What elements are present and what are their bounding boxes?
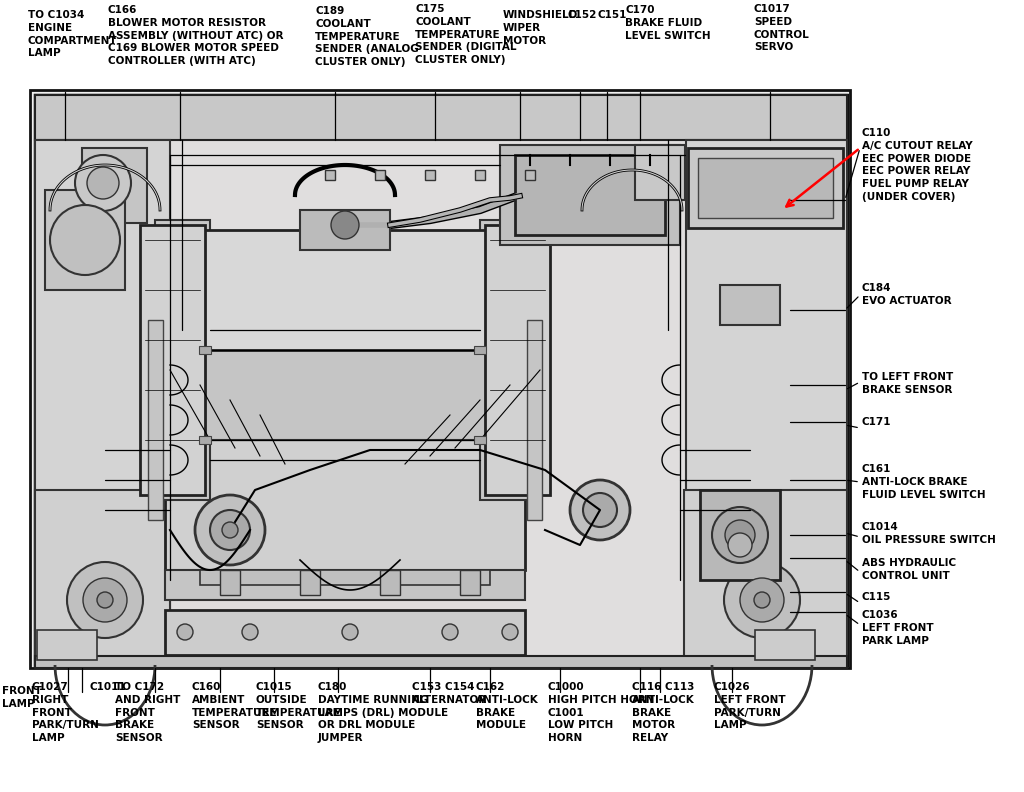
Bar [37,630,97,660]
Text: C184
EVO ACTUATOR: C184 EVO ACTUATOR [862,283,951,306]
Circle shape [83,578,127,622]
Bar [527,320,542,520]
Bar [380,570,400,595]
Bar [525,170,535,180]
Bar [474,436,486,444]
Circle shape [442,624,458,640]
Bar [720,285,780,325]
Circle shape [50,205,120,275]
Circle shape [754,592,770,608]
Bar [755,630,815,660]
Bar [35,95,847,665]
Circle shape [97,592,113,608]
Bar [35,656,847,668]
Text: C170
BRAKE FLUID
LEVEL SWITCH: C170 BRAKE FLUID LEVEL SWITCH [625,5,711,40]
Circle shape [728,533,752,557]
Text: C116 C113
ANTI-LOCK
BRAKE
MOTOR
RELAY: C116 C113 ANTI-LOCK BRAKE MOTOR RELAY [632,682,694,743]
Bar [515,155,665,235]
Bar [425,170,435,180]
Bar [474,346,486,354]
Bar [375,170,385,180]
Text: WINDSHIELD
WIPER
MOTOR: WINDSHIELD WIPER MOTOR [503,10,579,46]
Bar [140,225,205,495]
Circle shape [177,624,193,640]
Text: C1036
LEFT FRONT
PARK LAMP: C1036 LEFT FRONT PARK LAMP [862,610,934,645]
Text: C161
ANTI-LOCK BRAKE
FLUID LEVEL SWITCH: C161 ANTI-LOCK BRAKE FLUID LEVEL SWITCH [862,464,986,500]
Bar [199,436,211,444]
Bar [185,340,505,440]
Bar [325,170,335,180]
Text: C153 C154
ALTERNATOR: C153 C154 ALTERNATOR [412,682,487,705]
Text: C115: C115 [862,592,891,602]
Bar [155,220,210,500]
Bar [698,158,833,218]
Bar [148,320,163,520]
Circle shape [583,493,617,527]
Text: C1015
OUTSIDE
TEMPERATURE
SENSOR: C1015 OUTSIDE TEMPERATURE SENSOR [256,682,342,730]
Text: ABS HYDRAULIC
CONTROL UNIT: ABS HYDRAULIC CONTROL UNIT [862,558,956,581]
Bar [300,210,390,250]
Circle shape [331,211,359,239]
Bar [35,95,847,140]
Circle shape [740,578,784,622]
Bar [635,145,685,200]
Bar [30,90,850,668]
Text: C166
BLOWER MOTOR RESISTOR
ASSEMBLY (WITHOUT ATC) OR
C169 BLOWER MOTOR SPEED
CON: C166 BLOWER MOTOR RESISTOR ASSEMBLY (WIT… [108,5,284,67]
Circle shape [342,624,358,640]
Circle shape [210,510,250,550]
Bar [300,570,319,595]
Bar [200,230,490,350]
Bar [684,490,847,660]
Text: C162
ANTI-LOCK
BRAKE
MODULE: C162 ANTI-LOCK BRAKE MODULE [476,682,539,730]
Circle shape [242,624,258,640]
Text: C1017
SPEED
CONTROL
SERVO: C1017 SPEED CONTROL SERVO [754,4,810,52]
Bar [35,140,170,630]
Text: C1000
HIGH PITCH HORN
C1001
LOW PITCH
HORN: C1000 HIGH PITCH HORN C1001 LOW PITCH HO… [548,682,654,743]
Text: C1011: C1011 [90,682,127,692]
Bar [220,570,240,595]
Bar [688,148,843,228]
Bar [475,170,485,180]
Text: TO C1034
ENGINE
COMPARTMENT
LAMP: TO C1034 ENGINE COMPARTMENT LAMP [28,10,118,59]
Text: C1026
LEFT FRONT
PARK/TURN
LAMP: C1026 LEFT FRONT PARK/TURN LAMP [714,682,785,730]
Circle shape [570,480,630,540]
Bar [485,225,550,495]
Circle shape [725,520,755,550]
Bar [686,140,847,630]
Text: C1014
OIL PRESSURE SWITCH: C1014 OIL PRESSURE SWITCH [862,522,996,545]
Text: C189
COOLANT
TEMPERATURE
SENDER (ANALOG
CLUSTER ONLY): C189 COOLANT TEMPERATURE SENDER (ANALOG … [315,6,419,67]
Bar [35,490,170,660]
Circle shape [75,155,131,211]
Text: C175
COOLANT
TEMPERATURE
SENDER (DIGITAL
CLUSTER ONLY): C175 COOLANT TEMPERATURE SENDER (DIGITAL… [415,4,516,65]
Bar [165,610,525,655]
Bar [199,346,211,354]
Bar [460,570,480,595]
Text: TO C172
AND RIGHT
FRONT
BRAKE
SENSOR: TO C172 AND RIGHT FRONT BRAKE SENSOR [115,682,180,743]
Bar [45,190,125,290]
Circle shape [712,507,768,563]
Text: C152: C152 [568,10,597,20]
Text: TO LEFT FRONT
BRAKE SENSOR: TO LEFT FRONT BRAKE SENSOR [862,372,953,394]
Bar [200,570,490,585]
Circle shape [222,522,238,538]
Text: C1027
RIGHT
FRONT
PARK/TURN
LAMP: C1027 RIGHT FRONT PARK/TURN LAMP [32,682,99,743]
Bar [500,145,680,245]
Text: C180
DAYTIME RUNNING
LAMPS (DRL) MODULE
OR DRL MODULE
JUMPER: C180 DAYTIME RUNNING LAMPS (DRL) MODULE … [318,682,449,743]
Circle shape [67,562,143,638]
Text: FRONT
LAMP: FRONT LAMP [2,686,42,709]
Circle shape [724,562,800,638]
Text: C151: C151 [597,10,627,20]
Bar [700,490,780,580]
Bar [480,220,535,500]
Circle shape [195,495,265,565]
Text: C171: C171 [862,417,892,427]
Text: C160
AMBIENT
TEMPERATURE
SENSOR: C160 AMBIENT TEMPERATURE SENSOR [193,682,278,730]
Bar [82,148,147,223]
Bar [165,570,525,600]
Circle shape [87,167,119,199]
Circle shape [502,624,518,640]
Text: C110
A/C CUTOUT RELAY
EEC POWER DIODE
EEC POWER RELAY
FUEL PUMP RELAY
(UNDER COV: C110 A/C CUTOUT RELAY EEC POWER DIODE EE… [862,128,973,202]
Bar [165,330,525,570]
